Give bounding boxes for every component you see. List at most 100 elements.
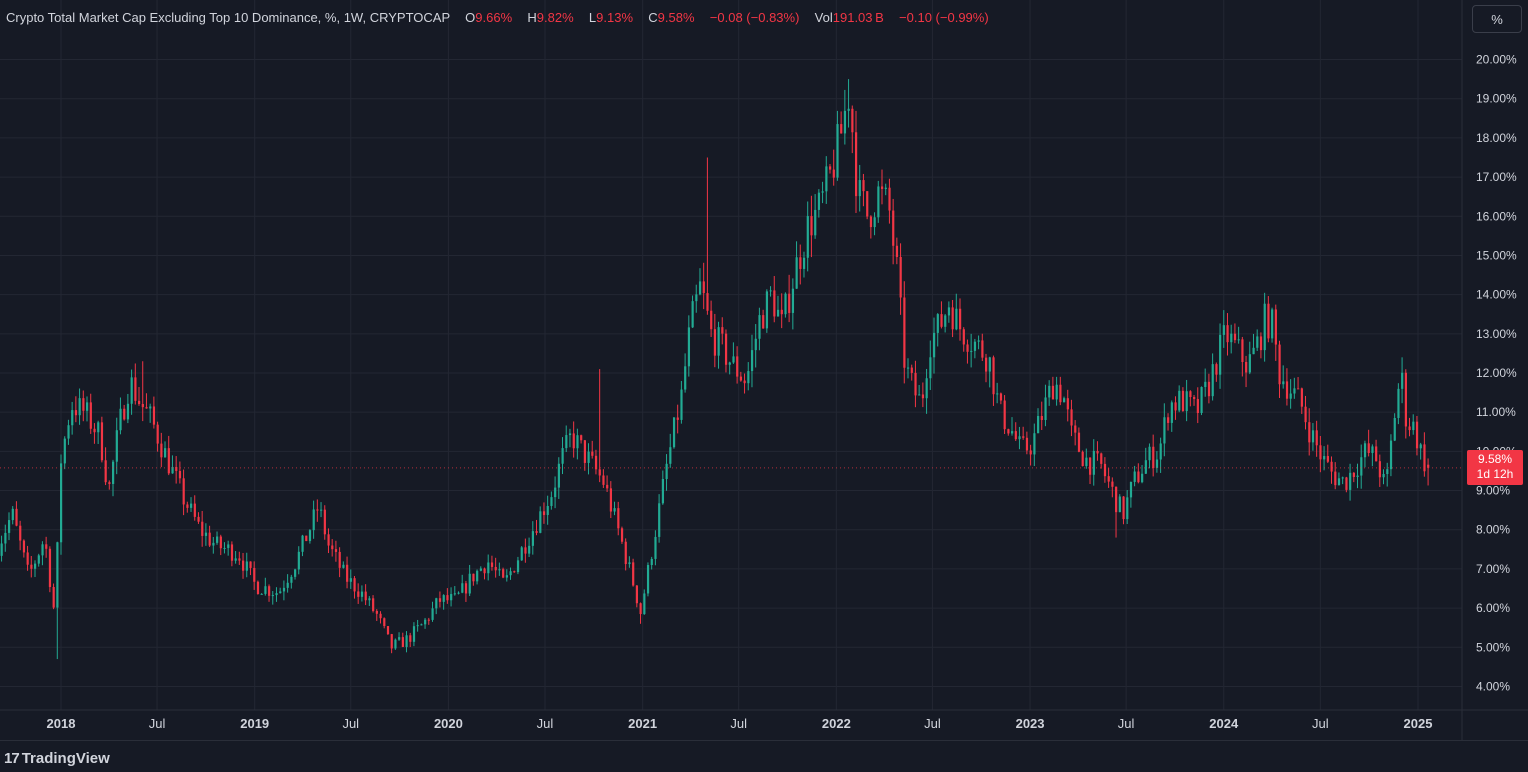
candle-down (1115, 486, 1118, 513)
candle-down (1189, 391, 1192, 398)
candle-down (1378, 461, 1381, 478)
x-tick-label: 2020 (434, 716, 463, 731)
candle-down (316, 509, 319, 511)
candle-down (390, 634, 393, 649)
candle-up (71, 410, 74, 426)
candle-down (1259, 336, 1263, 351)
candle-up (349, 578, 352, 582)
candle-up (1085, 457, 1088, 467)
candle-down (1074, 425, 1077, 433)
low-label: L (588, 10, 597, 25)
candle-up (412, 626, 416, 642)
candle-up (112, 461, 115, 484)
candle-up (126, 403, 130, 420)
candle-down (706, 293, 709, 311)
candle-down (762, 315, 765, 329)
candle-down (19, 525, 22, 541)
candle-up (394, 639, 397, 649)
candle-up (576, 435, 579, 449)
y-tick-label: 4.00% (1476, 679, 1510, 693)
y-tick-label: 16.00% (1476, 209, 1517, 223)
candle-up (806, 216, 809, 258)
price-axis[interactable]: 4.00%5.00%6.00%7.00%8.00%9.00%10.00%11.0… (1476, 53, 1517, 694)
candle-down (810, 216, 813, 236)
time-axis[interactable]: 2018 Jul 2019 Jul 2020 Jul 2021 Jul 2022 Jul 2023 J… (47, 716, 1433, 731)
y-tick-label: 19.00% (1476, 92, 1517, 106)
candle-down (854, 132, 858, 197)
candle-up (264, 586, 267, 594)
x-tick-label: 2025 (1404, 716, 1433, 731)
close-value: 9.58% (657, 10, 695, 25)
candle-up (1037, 416, 1040, 434)
symbol-title[interactable]: Crypto Total Market Cap Excluding Top 10… (6, 10, 450, 25)
candle-up (115, 430, 118, 462)
open-label: O (465, 10, 476, 25)
candle-up (1248, 354, 1251, 373)
candle-up (487, 562, 490, 574)
candle-up (784, 293, 787, 315)
candle-down (138, 400, 141, 404)
candle-up (1237, 339, 1240, 341)
candle-down (1375, 446, 1378, 462)
candle-down (895, 245, 899, 257)
candle-down (1070, 409, 1073, 426)
candle-up (312, 509, 315, 531)
candle-down (951, 307, 954, 330)
candle-up (1311, 430, 1315, 443)
candle-down (334, 549, 338, 552)
x-tick-label: Jul (1312, 716, 1329, 731)
x-tick-label: Jul (924, 716, 941, 731)
candle-down (74, 410, 78, 416)
candle-up (554, 487, 557, 498)
candle-down (156, 424, 159, 444)
candle-up (661, 479, 665, 504)
candle-up (650, 558, 653, 566)
candle-down (1025, 437, 1029, 451)
candle-down (743, 380, 746, 384)
candle-up (758, 315, 761, 339)
candle-down (602, 475, 605, 485)
y-tick-label: 8.00% (1476, 523, 1510, 537)
tradingview-logo[interactable]: 17 TradingView (4, 750, 110, 767)
candle-down (1334, 471, 1337, 486)
candle-down (483, 568, 486, 574)
candle-down (401, 637, 404, 647)
candle-up (1092, 450, 1095, 475)
candle-up (453, 593, 456, 595)
candle-up (1356, 475, 1359, 477)
candle-up (561, 448, 564, 464)
candle-up (216, 536, 219, 543)
candle-down (1352, 472, 1355, 477)
candle-down (598, 469, 601, 476)
bar-countdown: 1d 12h (1476, 467, 1514, 481)
candle-up (457, 592, 460, 594)
candlestick-chart[interactable]: 4.00%5.00%6.00%7.00%8.00%9.00%10.00%11.0… (0, 0, 1528, 740)
candle-up (286, 582, 289, 588)
candle-up (509, 571, 512, 576)
candle-down (780, 309, 783, 315)
candle-up (86, 402, 89, 411)
candle-up (1222, 325, 1225, 335)
candle-up (565, 435, 568, 449)
candle-up (817, 192, 821, 210)
x-tick-label: 2024 (1209, 716, 1239, 731)
candle-up (1289, 393, 1292, 399)
candle-up (424, 619, 427, 625)
candle-up (1323, 456, 1326, 460)
candle-up (672, 417, 676, 448)
candle-down (624, 541, 627, 565)
candle-up (190, 503, 193, 508)
candle-up (847, 108, 850, 111)
y-tick-label: 18.00% (1476, 131, 1517, 145)
candle-up (149, 406, 152, 409)
percent-scale-button[interactable]: % (1472, 5, 1522, 33)
candle-down (253, 567, 256, 582)
candle-up (290, 576, 293, 583)
candle-up (732, 356, 735, 363)
candle-up (245, 561, 248, 571)
candle-up (996, 393, 999, 395)
candle-down (160, 443, 163, 458)
candle-down (1404, 372, 1407, 427)
candle-down (710, 310, 713, 330)
candle-down (327, 534, 330, 546)
